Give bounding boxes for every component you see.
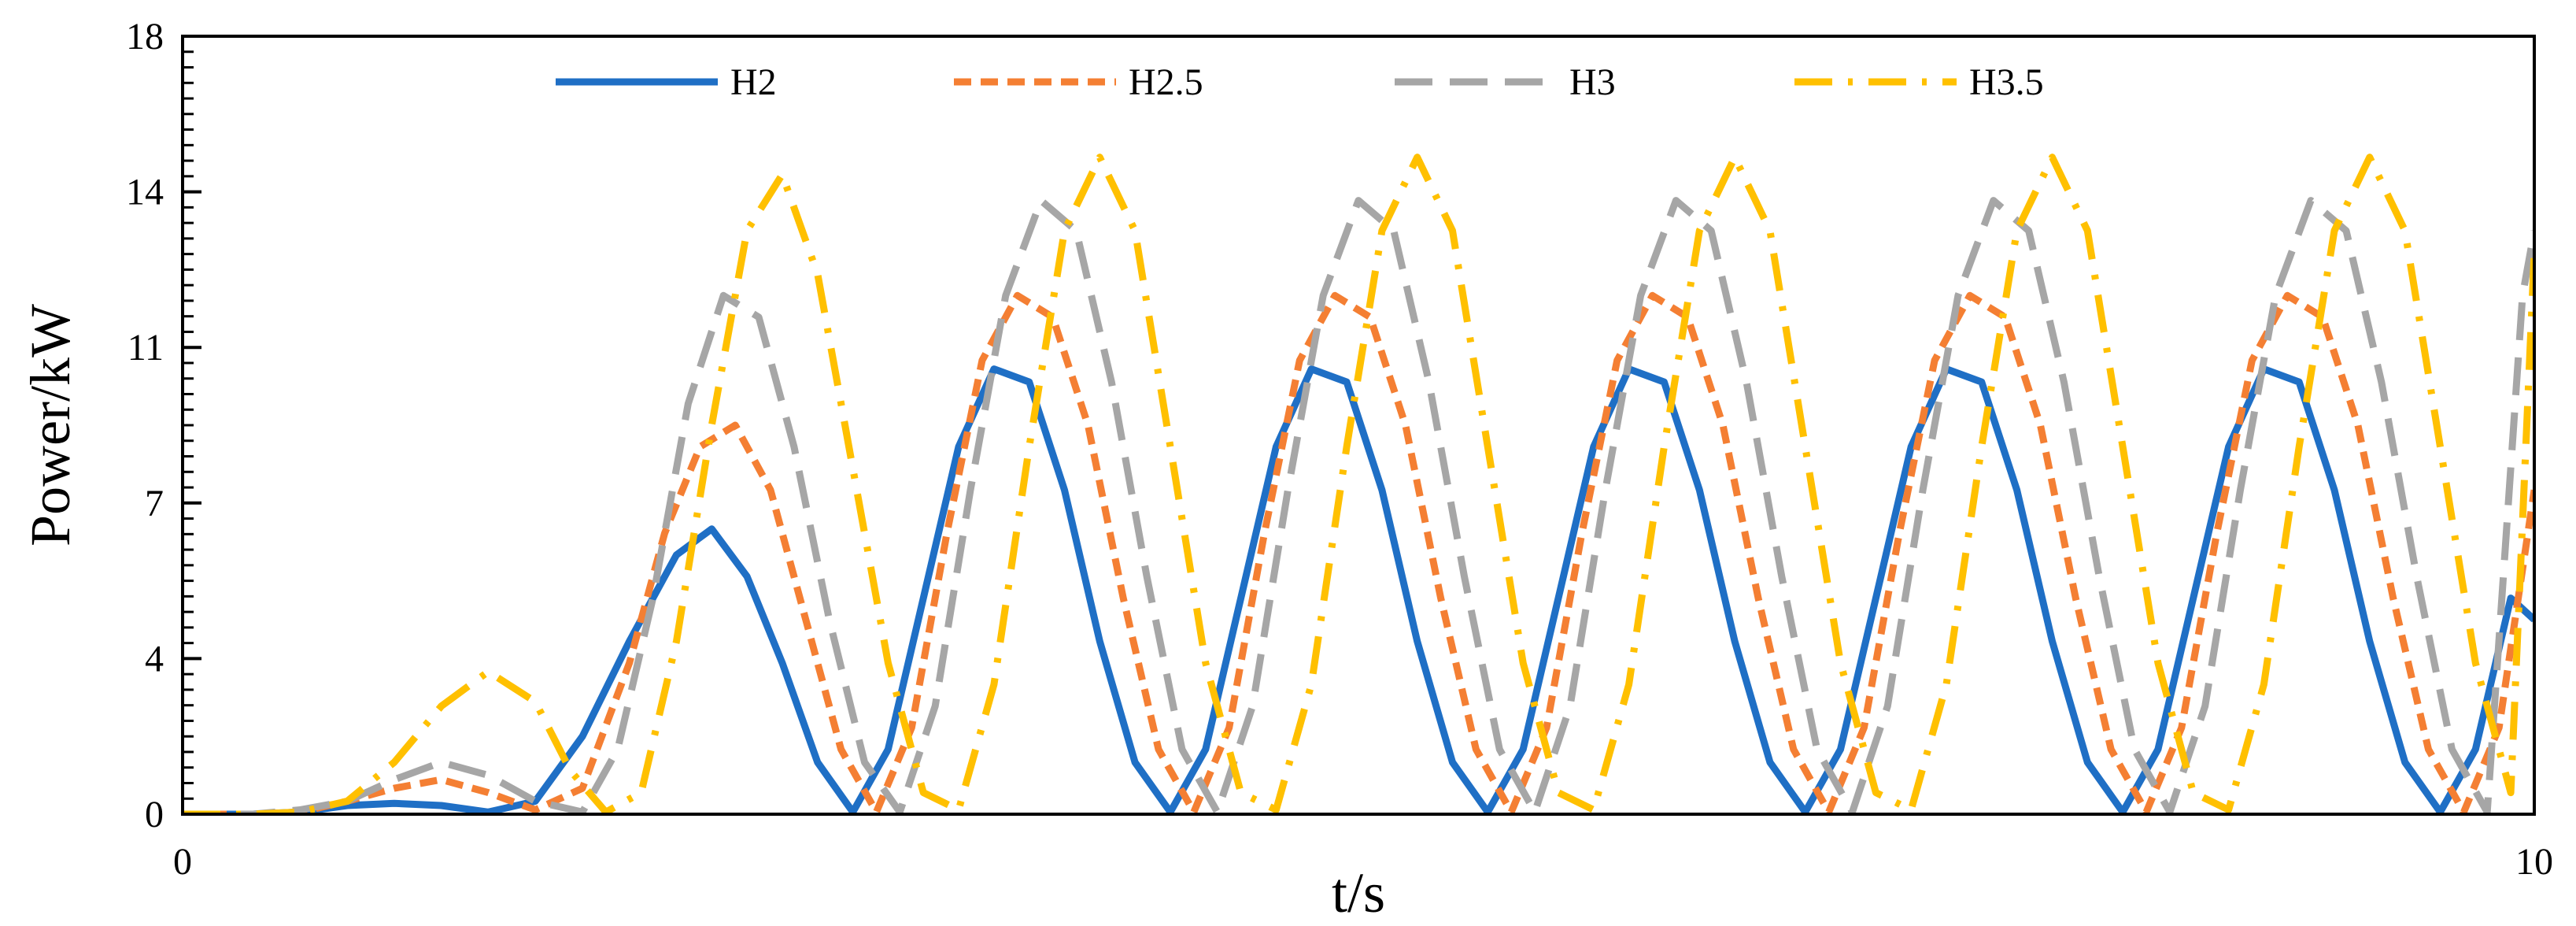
y-tick-label: 18	[126, 16, 164, 57]
series-line-4	[183, 154, 2534, 814]
legend-label-1: H2	[730, 61, 777, 103]
x-tick-label: 0	[173, 841, 192, 883]
x-axis-title: t/s	[1332, 861, 1385, 924]
legend: H2 H2.5 H3 H3.5	[556, 61, 2044, 103]
legend-label-3: H3	[1569, 61, 1616, 103]
y-axis-title: Power/kW	[19, 304, 82, 546]
y-tick-label: 14	[126, 172, 164, 213]
series-layer	[183, 154, 2534, 814]
series-line-3	[183, 197, 2534, 814]
y-tick-label: 7	[145, 483, 164, 524]
y-tick-label: 11	[128, 327, 164, 369]
legend-label-4: H3.5	[1969, 61, 2044, 103]
ticks-layer: 0 4 7 11 14 18 0 10	[126, 16, 2553, 883]
series-line-2	[183, 291, 2534, 814]
x-tick-label: 10	[2515, 841, 2553, 883]
y-tick-label: 4	[145, 638, 164, 680]
y-tick-label: 0	[145, 794, 164, 835]
legend-label-2: H2.5	[1129, 61, 1203, 103]
